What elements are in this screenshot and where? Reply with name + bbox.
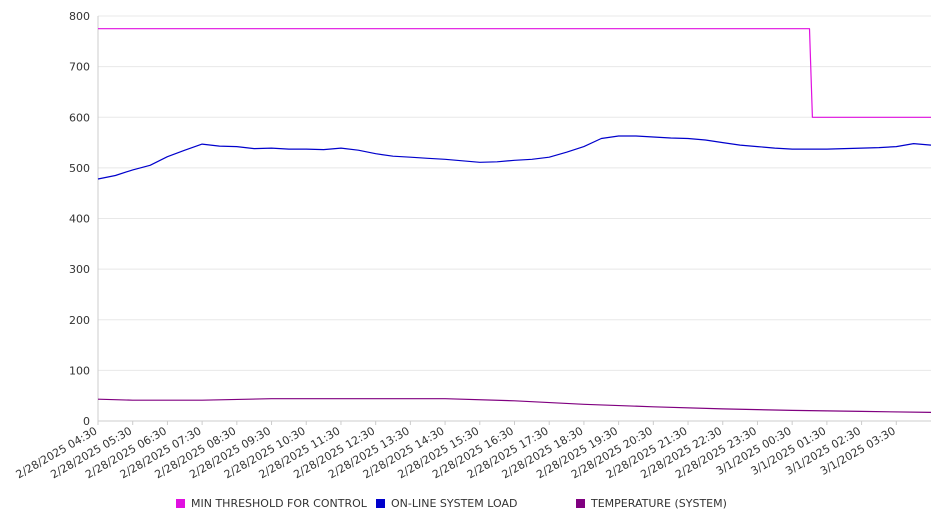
y-tick-label: 200 [69, 314, 90, 327]
series-line-1 [97, 135, 932, 180]
legend: MIN THRESHOLD FOR CONTROL ON-LINE SYSTEM… [0, 497, 946, 515]
series-line-0 [98, 28, 931, 118]
y-tick-label: 600 [69, 111, 90, 124]
legend-swatch [376, 499, 385, 508]
series-line-2 [97, 398, 932, 413]
y-tick-label: 400 [69, 213, 90, 226]
legend-label: ON-LINE SYSTEM LOAD [391, 497, 518, 510]
legend-item-temperature-system[interactable]: TEMPERATURE (SYSTEM) [576, 497, 727, 510]
y-tick-label: 800 [69, 10, 90, 23]
legend-label: TEMPERATURE (SYSTEM) [591, 497, 727, 510]
y-tick-label: 100 [69, 364, 90, 377]
y-tick-label: 0 [83, 415, 90, 428]
legend-swatch [176, 499, 185, 508]
legend-item-online-system-load[interactable]: ON-LINE SYSTEM LOAD [376, 497, 517, 510]
y-tick-label: 700 [69, 61, 90, 74]
legend-label: MIN THRESHOLD FOR CONTROL [191, 497, 367, 510]
legend-swatch [576, 499, 585, 508]
y-tick-label: 300 [69, 263, 90, 276]
x-tick-labels: 2/28/2025 04:302/28/2025 05:302/28/2025 … [14, 421, 898, 481]
series-lines [97, 28, 932, 413]
y-tick-labels: 0 100 200 300 400 500 600 700 800 [69, 10, 90, 428]
y-tick-label: 500 [69, 162, 90, 175]
legend-item-min-threshold[interactable]: MIN THRESHOLD FOR CONTROL [176, 497, 367, 510]
gridlines [98, 15, 931, 371]
